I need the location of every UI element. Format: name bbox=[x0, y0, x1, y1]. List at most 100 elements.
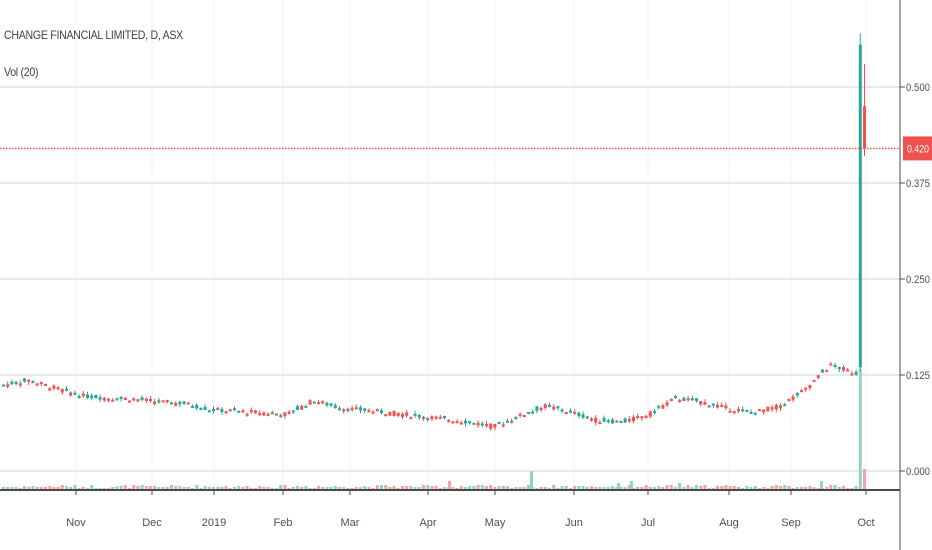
volume-bar bbox=[212, 487, 215, 489]
candle-body bbox=[695, 398, 698, 402]
candle-body bbox=[10, 381, 14, 385]
candle-body bbox=[665, 402, 669, 406]
volume-bar bbox=[510, 488, 514, 489]
candle-body bbox=[636, 415, 640, 418]
volume-bar bbox=[695, 485, 698, 489]
candle-body bbox=[144, 398, 148, 401]
candle-body bbox=[451, 421, 455, 424]
volume-bar bbox=[674, 487, 677, 489]
candle-body bbox=[690, 398, 694, 401]
candle-body bbox=[766, 406, 770, 412]
candle-body bbox=[669, 398, 673, 401]
x-tick-label: Aug bbox=[719, 517, 739, 529]
volume-bar bbox=[770, 486, 774, 489]
candle-body bbox=[115, 398, 119, 401]
volume-bar bbox=[732, 486, 736, 489]
volume-bar bbox=[623, 487, 627, 489]
candle-body bbox=[606, 420, 610, 423]
volume-bar bbox=[346, 488, 350, 489]
volume-bar bbox=[669, 485, 673, 489]
candle-body bbox=[707, 405, 711, 408]
volume-bar bbox=[23, 486, 26, 489]
volume-bar bbox=[207, 487, 211, 489]
volume-bar bbox=[86, 488, 89, 489]
y-tick-label: 0.000 bbox=[906, 466, 930, 478]
volume-bar bbox=[472, 486, 476, 489]
volume-bar bbox=[422, 485, 425, 489]
candle-body bbox=[720, 404, 724, 407]
candle-body bbox=[317, 402, 320, 405]
candle-body bbox=[111, 399, 115, 402]
volume-bar bbox=[816, 488, 820, 489]
volume-bar bbox=[291, 487, 295, 489]
volume-bar bbox=[287, 488, 291, 489]
candle-body bbox=[779, 405, 782, 409]
volume-bar bbox=[203, 486, 207, 489]
candle-body bbox=[27, 379, 31, 382]
volume-bar bbox=[228, 488, 232, 489]
candle-body bbox=[132, 398, 136, 401]
candle-body bbox=[737, 409, 740, 412]
candle-body bbox=[81, 393, 85, 397]
volume-bar bbox=[266, 487, 270, 489]
candle-body bbox=[94, 395, 98, 399]
candle-body bbox=[556, 406, 560, 409]
volume-bar bbox=[199, 488, 203, 489]
volume-bar bbox=[354, 487, 358, 489]
candle-body bbox=[23, 378, 26, 382]
candle-body bbox=[724, 405, 728, 409]
volume-bar bbox=[846, 488, 850, 489]
candle-body bbox=[338, 408, 341, 411]
candle-body bbox=[821, 369, 824, 373]
last-price-tag bbox=[903, 136, 932, 161]
volume-bar bbox=[48, 486, 52, 489]
volume-bar bbox=[543, 487, 547, 489]
candle-body bbox=[405, 412, 409, 416]
volume-bar bbox=[711, 488, 715, 489]
candle-body bbox=[363, 408, 367, 411]
volume-bar bbox=[52, 487, 56, 489]
volume-bar bbox=[14, 487, 18, 489]
candle-body bbox=[312, 401, 316, 404]
volume-bar bbox=[359, 487, 362, 489]
candle-body bbox=[182, 401, 186, 404]
candle-body bbox=[535, 406, 539, 411]
candle-body bbox=[644, 415, 648, 418]
candle-body bbox=[623, 418, 627, 423]
candle-body bbox=[787, 399, 791, 402]
volume-bar bbox=[39, 487, 43, 489]
volume-bar bbox=[480, 485, 484, 489]
volume-bar bbox=[115, 486, 119, 489]
volume-bar bbox=[530, 471, 533, 489]
candle-body bbox=[199, 407, 203, 410]
candle-body bbox=[90, 395, 94, 399]
volume-bar bbox=[384, 485, 388, 489]
volume-bar bbox=[485, 486, 488, 489]
candle-body bbox=[65, 388, 68, 391]
x-tick-label: Dec bbox=[142, 517, 162, 529]
volume-bar bbox=[178, 486, 182, 489]
candle-body bbox=[342, 409, 346, 412]
candle-body bbox=[409, 417, 413, 420]
volume-bar bbox=[758, 488, 761, 489]
volume-bar bbox=[602, 487, 606, 489]
candle-body bbox=[123, 397, 127, 401]
candle-body bbox=[686, 398, 690, 401]
candle-body bbox=[518, 413, 522, 416]
candle-body bbox=[674, 396, 677, 399]
candle-body bbox=[86, 394, 89, 399]
candle-body bbox=[598, 422, 602, 425]
volume-bar bbox=[858, 369, 862, 489]
candle-body bbox=[447, 420, 451, 423]
volume-bar bbox=[144, 486, 148, 489]
candle-body bbox=[304, 405, 308, 408]
candle-body bbox=[384, 414, 388, 417]
candle-body bbox=[417, 414, 421, 418]
volume-bar bbox=[501, 486, 505, 489]
volume-bar bbox=[627, 485, 631, 489]
volume-bar bbox=[716, 486, 719, 489]
candle-body bbox=[808, 385, 812, 389]
candle-body bbox=[165, 400, 169, 403]
candle-body bbox=[107, 398, 110, 401]
